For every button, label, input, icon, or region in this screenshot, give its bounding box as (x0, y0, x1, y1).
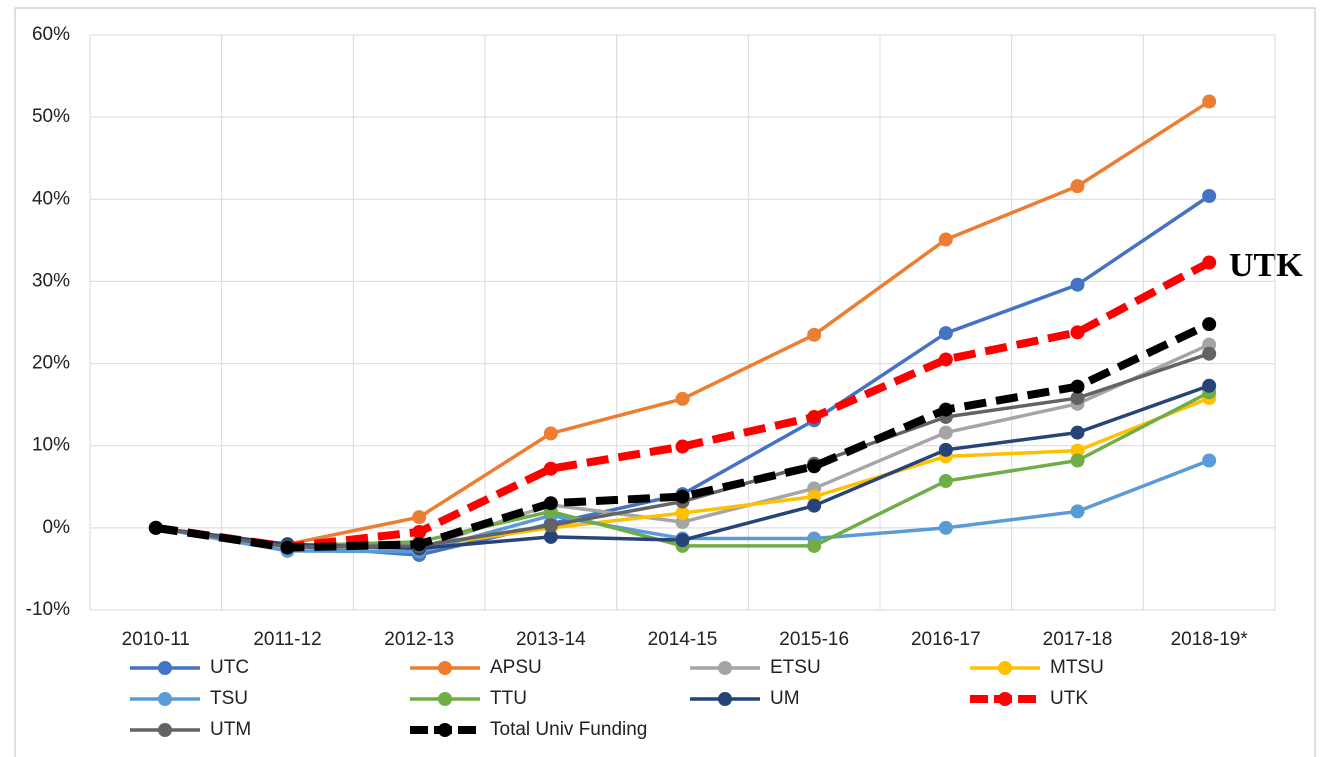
legend-label: TTU (490, 688, 527, 709)
point (807, 327, 822, 342)
y-tick-label: 30% (32, 270, 70, 291)
point (675, 533, 690, 548)
x-tick-label: 2011-12 (253, 629, 321, 650)
point (807, 498, 822, 513)
y-tick-label: 0% (43, 517, 71, 538)
point (675, 391, 690, 406)
x-tick-label: 2015-16 (779, 629, 849, 650)
y-tick-label: 40% (32, 188, 70, 209)
legend-marker (718, 692, 732, 706)
point (675, 439, 690, 454)
legend-label: UTK (1050, 688, 1088, 709)
point (675, 489, 690, 504)
x-tick-label: 2014-15 (648, 629, 718, 650)
legend-label: MTSU (1050, 657, 1104, 678)
x-tick-label: 2018-19* (1171, 629, 1249, 650)
legend-marker (158, 692, 172, 706)
y-tick-label: 20% (32, 353, 70, 374)
point (938, 402, 953, 417)
point (280, 540, 295, 555)
legend-label: UTM (210, 719, 251, 740)
legend-label: ETSU (770, 657, 821, 678)
point (938, 352, 953, 367)
point (543, 529, 558, 544)
point (675, 506, 690, 521)
legend-marker (438, 692, 452, 706)
y-tick-label: -10% (26, 599, 70, 620)
point (1202, 317, 1217, 332)
legend-marker (998, 661, 1012, 675)
point (1202, 94, 1217, 109)
point (1070, 379, 1085, 394)
point (1202, 346, 1217, 361)
point (1070, 179, 1085, 194)
point (543, 496, 558, 511)
chart-frame (14, 7, 1316, 757)
point (412, 524, 427, 539)
point (1202, 255, 1217, 270)
point (807, 409, 822, 424)
point (412, 510, 427, 525)
x-tick-label: 2016-17 (911, 629, 981, 650)
legend-marker (718, 661, 732, 675)
series-line (155, 100, 1211, 547)
point (1070, 277, 1085, 292)
legend-marker (438, 723, 452, 737)
x-tick-label: 2012-13 (384, 629, 454, 650)
legend-label: UM (770, 688, 800, 709)
point (1202, 453, 1217, 468)
series-line (155, 320, 1211, 552)
point (1070, 453, 1085, 468)
point (807, 459, 822, 474)
point (1070, 504, 1085, 519)
point (1070, 391, 1085, 406)
point (543, 518, 558, 533)
x-tick-label: 2017-18 (1043, 629, 1113, 650)
legend-marker (158, 661, 172, 675)
legend-label: TSU (210, 688, 248, 709)
point (543, 426, 558, 441)
annotation: UTK (1229, 247, 1303, 284)
legend-marker (438, 661, 452, 675)
point (807, 538, 822, 553)
legend-label: APSU (490, 657, 542, 678)
point (543, 461, 558, 476)
point (412, 537, 427, 552)
legend-marker (998, 692, 1012, 706)
point (1070, 425, 1085, 440)
legend-label: Total Univ Funding (490, 719, 647, 740)
point (1202, 378, 1217, 393)
point (148, 520, 163, 535)
point (938, 326, 953, 341)
point (1202, 189, 1217, 203)
legend-marker (158, 723, 172, 737)
x-tick-label: 2010-11 (122, 629, 190, 650)
point (938, 232, 953, 247)
point (938, 520, 953, 535)
y-tick-label: 10% (32, 435, 70, 456)
point (938, 425, 953, 440)
point (1070, 443, 1085, 458)
point (938, 474, 953, 489)
point (938, 442, 953, 457)
y-tick-label: 50% (32, 106, 70, 127)
point (1070, 325, 1085, 340)
y-tick-label: 60% (32, 24, 70, 45)
x-tick-label: 2013-14 (516, 629, 586, 650)
legend-label: UTC (210, 657, 249, 678)
